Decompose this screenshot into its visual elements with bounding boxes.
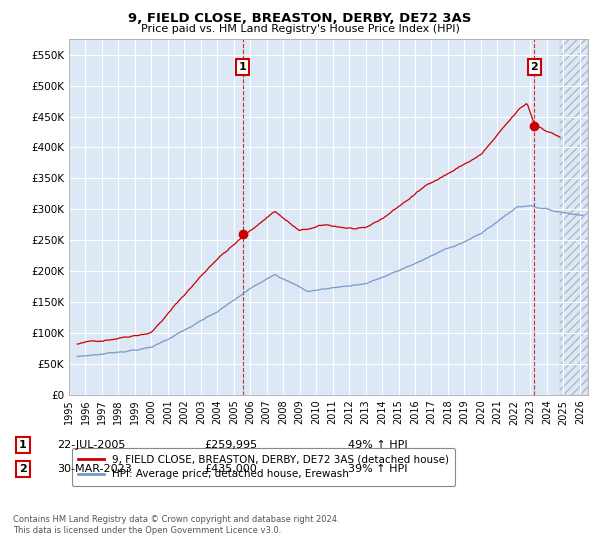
Legend: 9, FIELD CLOSE, BREASTON, DERBY, DE72 3AS (detached house), HPI: Average price, : 9, FIELD CLOSE, BREASTON, DERBY, DE72 3A… [71, 448, 455, 486]
Text: 30-MAR-2023: 30-MAR-2023 [57, 464, 132, 474]
Text: £435,000: £435,000 [204, 464, 257, 474]
Text: 2: 2 [530, 62, 538, 72]
Text: 1: 1 [239, 62, 247, 72]
Text: Price paid vs. HM Land Registry's House Price Index (HPI): Price paid vs. HM Land Registry's House … [140, 24, 460, 34]
Text: 9, FIELD CLOSE, BREASTON, DERBY, DE72 3AS: 9, FIELD CLOSE, BREASTON, DERBY, DE72 3A… [128, 12, 472, 25]
Text: 39% ↑ HPI: 39% ↑ HPI [348, 464, 407, 474]
Text: This data is licensed under the Open Government Licence v3.0.: This data is licensed under the Open Gov… [13, 526, 281, 535]
Text: 49% ↑ HPI: 49% ↑ HPI [348, 440, 407, 450]
Text: 1: 1 [19, 440, 26, 450]
Text: 22-JUL-2005: 22-JUL-2005 [57, 440, 125, 450]
Text: Contains HM Land Registry data © Crown copyright and database right 2024.: Contains HM Land Registry data © Crown c… [13, 515, 340, 524]
Text: £259,995: £259,995 [204, 440, 257, 450]
Text: 2: 2 [19, 464, 26, 474]
